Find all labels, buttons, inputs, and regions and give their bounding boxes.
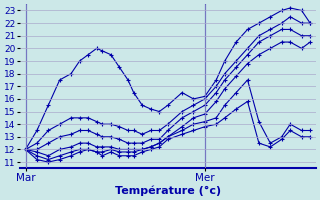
X-axis label: Température (°c): Température (°c) (115, 185, 221, 196)
